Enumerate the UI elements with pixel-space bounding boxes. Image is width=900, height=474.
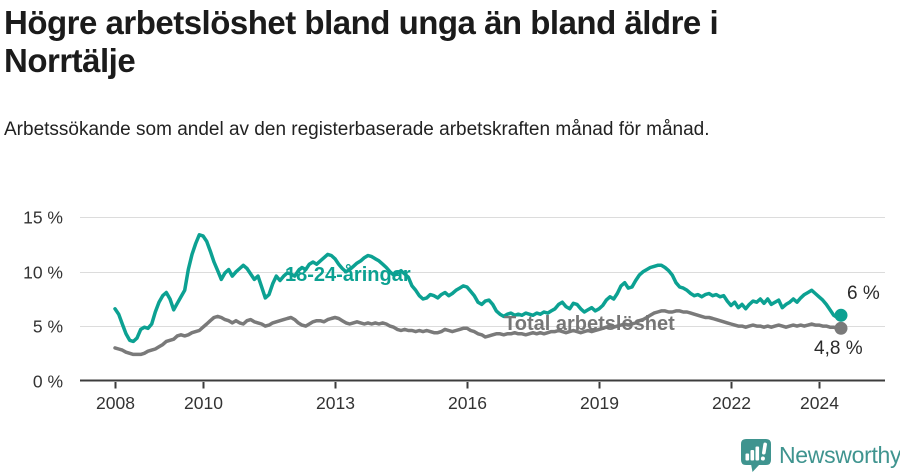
svg-text:0 %: 0 % bbox=[33, 372, 63, 392]
svg-text:2024: 2024 bbox=[800, 393, 839, 413]
series-label-total: Total arbetslöshet bbox=[504, 313, 675, 335]
series-end-dots bbox=[834, 308, 848, 335]
svg-text:2016: 2016 bbox=[448, 393, 487, 413]
svg-text:5 %: 5 % bbox=[33, 317, 63, 337]
chart-title: Högre arbetslöshet bland unga än bland ä… bbox=[4, 4, 719, 79]
newsworthy-logo-icon bbox=[741, 439, 771, 472]
svg-text:10 %: 10 % bbox=[23, 263, 63, 283]
svg-text:2008: 2008 bbox=[96, 393, 135, 413]
brand-name: Newsworthy bbox=[779, 441, 900, 468]
series-label-young: 18-24-åringar bbox=[285, 264, 411, 286]
svg-text:2013: 2013 bbox=[316, 393, 355, 413]
chart-subtitle: Arbetssökande som andel av den registerb… bbox=[4, 119, 710, 140]
svg-text:2022: 2022 bbox=[712, 393, 751, 413]
axis-tick-labels: 0 % 5 % 10 % 15 % 2008 2010 2013 2016 2019 2022 20… bbox=[23, 208, 839, 414]
x-axis bbox=[80, 379, 885, 389]
svg-text:15 %: 15 % bbox=[23, 208, 63, 228]
series-paths bbox=[113, 233, 843, 357]
end-value-young: 6 % bbox=[847, 283, 880, 304]
end-value-total: 4,8 % bbox=[814, 338, 863, 359]
svg-text:2010: 2010 bbox=[184, 393, 223, 413]
svg-text:2019: 2019 bbox=[580, 393, 619, 413]
brand-logo[interactable]: Newsworthy bbox=[739, 437, 900, 473]
